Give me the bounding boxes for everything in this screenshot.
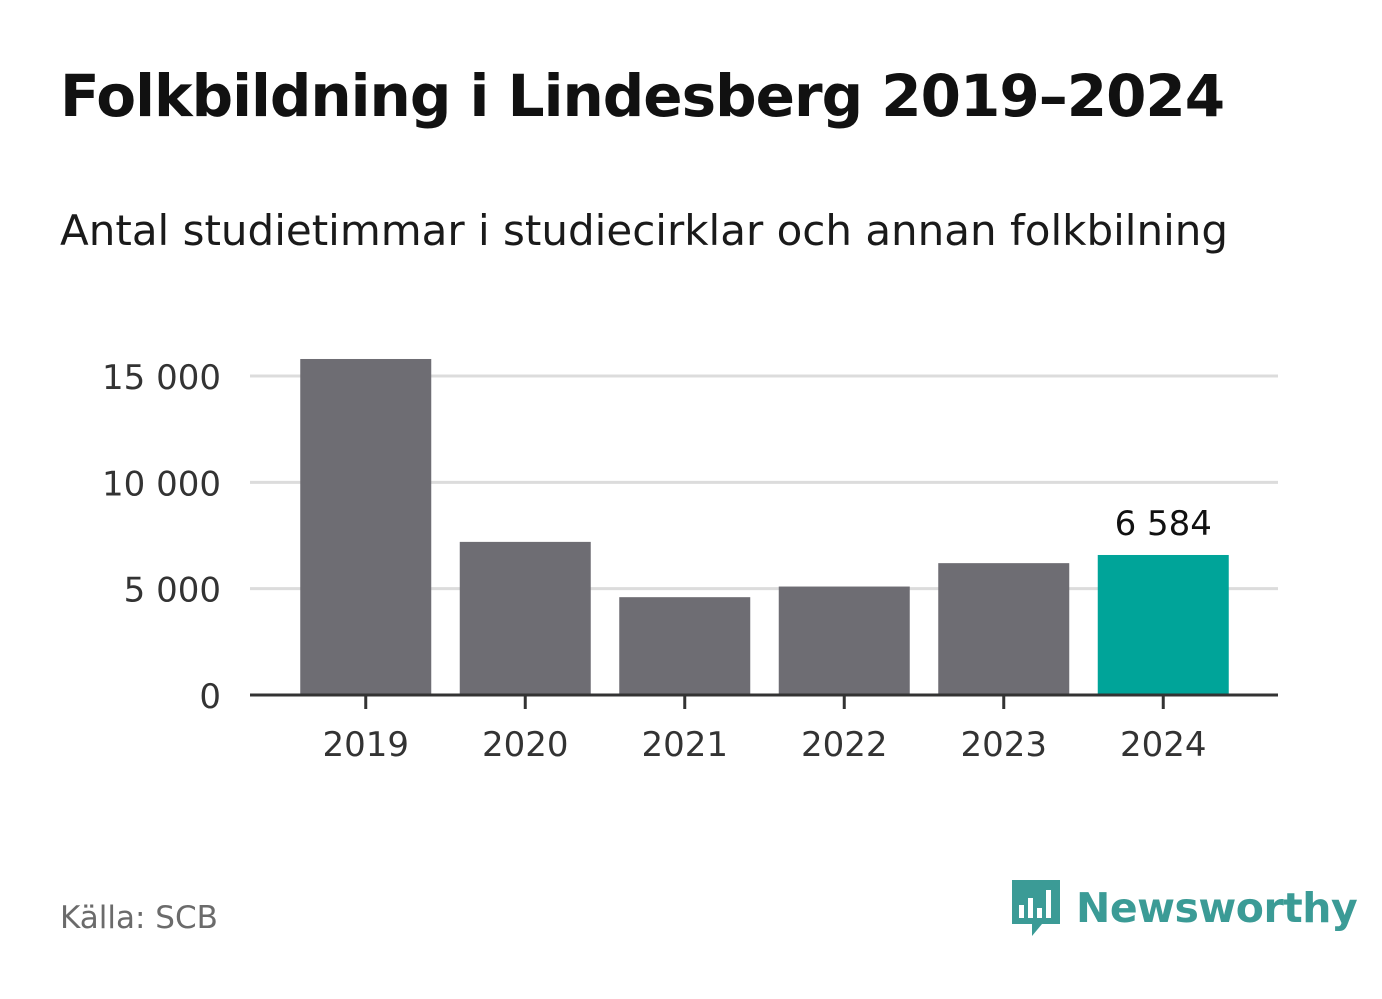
bar	[619, 597, 751, 695]
chart-title: Folkbildning i Lindesberg 2019–2024	[60, 62, 1225, 130]
y-tick-label: 0	[199, 677, 221, 717]
bar-chart-speech-bubble-icon	[1012, 880, 1060, 936]
x-tick-label: 2020	[482, 725, 569, 765]
brand-logo: Newsworthy	[1010, 878, 1358, 938]
bar	[459, 541, 591, 695]
y-tick-label: 15 000	[102, 358, 221, 398]
bar	[938, 563, 1070, 695]
y-tick-label: 10 000	[102, 464, 221, 504]
chart-subtitle: Antal studietimmar i studiecirklar och a…	[60, 206, 1229, 255]
y-tick-label: 5 000	[124, 571, 221, 611]
x-tick-label: 2022	[801, 725, 888, 765]
bar	[300, 358, 432, 695]
bar	[778, 586, 910, 695]
x-tick-label: 2023	[960, 725, 1047, 765]
x-tick-label: 2019	[322, 725, 409, 765]
data-label: 6 584	[1115, 504, 1212, 544]
x-tick-label: 2024	[1120, 725, 1207, 765]
brand-name: Newsworthy	[1076, 884, 1358, 932]
bar	[1097, 554, 1229, 695]
x-tick-label: 2021	[641, 725, 728, 765]
source-note: Källa: SCB	[60, 900, 218, 936]
